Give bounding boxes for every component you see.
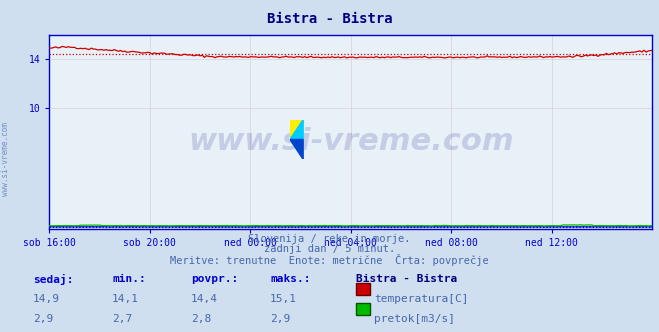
Text: 2,8: 2,8 <box>191 314 212 324</box>
Text: 2,7: 2,7 <box>112 314 132 324</box>
Text: temperatura[C]: temperatura[C] <box>374 294 469 304</box>
Text: maks.:: maks.: <box>270 274 310 284</box>
Text: min.:: min.: <box>112 274 146 284</box>
Polygon shape <box>290 139 303 159</box>
Polygon shape <box>290 120 303 139</box>
Text: www.si-vreme.com: www.si-vreme.com <box>188 127 514 156</box>
Text: Bistra - Bistra: Bistra - Bistra <box>356 274 457 284</box>
Text: sedaj:: sedaj: <box>33 274 73 285</box>
Text: pretok[m3/s]: pretok[m3/s] <box>374 314 455 324</box>
Text: www.si-vreme.com: www.si-vreme.com <box>1 123 10 196</box>
Text: 2,9: 2,9 <box>33 314 53 324</box>
Text: 14,9: 14,9 <box>33 294 60 304</box>
Text: povpr.:: povpr.: <box>191 274 239 284</box>
Polygon shape <box>290 120 303 139</box>
Text: 2,9: 2,9 <box>270 314 291 324</box>
Text: Bistra - Bistra: Bistra - Bistra <box>267 12 392 26</box>
Text: 14,1: 14,1 <box>112 294 139 304</box>
Text: 15,1: 15,1 <box>270 294 297 304</box>
Text: Meritve: trenutne  Enote: metrične  Črta: povprečje: Meritve: trenutne Enote: metrične Črta: … <box>170 254 489 266</box>
Text: zadnji dan / 5 minut.: zadnji dan / 5 minut. <box>264 244 395 254</box>
Text: 14,4: 14,4 <box>191 294 218 304</box>
Text: Slovenija / reke in morje.: Slovenija / reke in morje. <box>248 234 411 244</box>
